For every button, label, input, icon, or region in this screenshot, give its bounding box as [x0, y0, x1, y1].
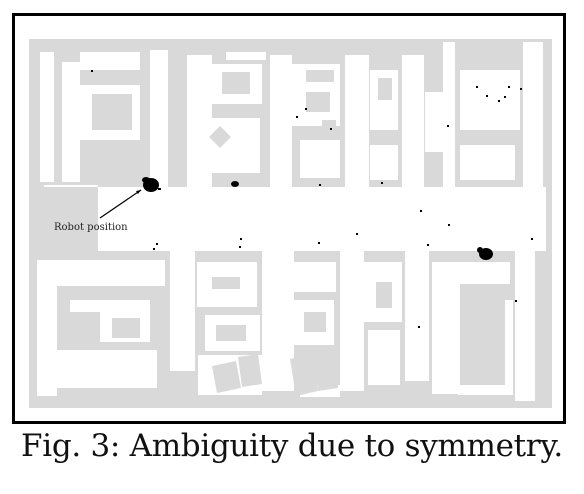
interior-blocks — [66, 70, 498, 396]
robot-position-label: Robot position — [54, 222, 128, 233]
arrow-head-icon — [136, 190, 141, 194]
figure-caption: Fig. 3: Ambiguity due to symmetry. — [21, 428, 563, 464]
robot-position-annotation: Robot position — [54, 189, 142, 233]
particle-clusters — [91, 70, 533, 328]
annotation-arrow — [99, 189, 142, 219]
